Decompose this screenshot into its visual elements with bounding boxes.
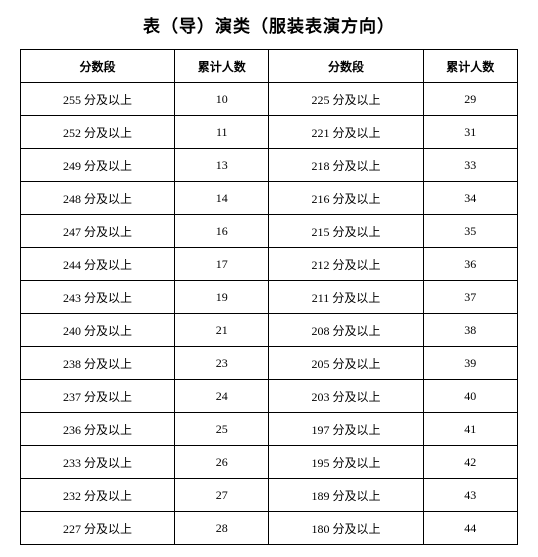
cell-score-2: 189 分及以上 <box>269 479 423 512</box>
table-row: 244 分及以上17212 分及以上36 <box>21 248 518 281</box>
cell-count-1: 19 <box>175 281 269 314</box>
table-row: 248 分及以上14216 分及以上34 <box>21 182 518 215</box>
cell-count-2: 42 <box>423 446 517 479</box>
score-table: 分数段 累计人数 分数段 累计人数 255 分及以上10225 分及以上2925… <box>20 49 518 545</box>
table-header-row: 分数段 累计人数 分数段 累计人数 <box>21 50 518 83</box>
cell-count-2: 36 <box>423 248 517 281</box>
table-row: 249 分及以上13218 分及以上33 <box>21 149 518 182</box>
cell-score-1: 237 分及以上 <box>21 380 175 413</box>
cell-score-1: 240 分及以上 <box>21 314 175 347</box>
table-row: 247 分及以上16215 分及以上35 <box>21 215 518 248</box>
table-row: 236 分及以上25197 分及以上41 <box>21 413 518 446</box>
cell-count-1: 25 <box>175 413 269 446</box>
cell-score-2: 215 分及以上 <box>269 215 423 248</box>
cell-score-2: 216 分及以上 <box>269 182 423 215</box>
cell-score-2: 195 分及以上 <box>269 446 423 479</box>
cell-count-1: 26 <box>175 446 269 479</box>
cell-count-2: 39 <box>423 347 517 380</box>
cell-count-2: 40 <box>423 380 517 413</box>
cell-score-2: 211 分及以上 <box>269 281 423 314</box>
cell-count-2: 33 <box>423 149 517 182</box>
cell-count-1: 27 <box>175 479 269 512</box>
table-row: 238 分及以上23205 分及以上39 <box>21 347 518 380</box>
cell-score-1: 238 分及以上 <box>21 347 175 380</box>
table-row: 237 分及以上24203 分及以上40 <box>21 380 518 413</box>
cell-count-1: 17 <box>175 248 269 281</box>
cell-score-1: 247 分及以上 <box>21 215 175 248</box>
cell-score-1: 244 分及以上 <box>21 248 175 281</box>
cell-count-2: 34 <box>423 182 517 215</box>
cell-count-2: 44 <box>423 512 517 545</box>
table-body: 255 分及以上10225 分及以上29252 分及以上11221 分及以上31… <box>21 83 518 545</box>
cell-count-2: 41 <box>423 413 517 446</box>
table-row: 233 分及以上26195 分及以上42 <box>21 446 518 479</box>
cell-count-2: 38 <box>423 314 517 347</box>
cell-count-1: 28 <box>175 512 269 545</box>
cell-score-2: 197 分及以上 <box>269 413 423 446</box>
table-row: 232 分及以上27189 分及以上43 <box>21 479 518 512</box>
header-count-1: 累计人数 <box>175 50 269 83</box>
cell-count-1: 21 <box>175 314 269 347</box>
cell-score-1: 236 分及以上 <box>21 413 175 446</box>
cell-count-1: 24 <box>175 380 269 413</box>
cell-count-2: 29 <box>423 83 517 116</box>
cell-score-1: 227 分及以上 <box>21 512 175 545</box>
cell-score-2: 180 分及以上 <box>269 512 423 545</box>
table-row: 243 分及以上19211 分及以上37 <box>21 281 518 314</box>
cell-count-1: 11 <box>175 116 269 149</box>
cell-score-1: 252 分及以上 <box>21 116 175 149</box>
cell-score-2: 212 分及以上 <box>269 248 423 281</box>
table-title: 表（导）演类（服装表演方向） <box>20 12 518 37</box>
table-row: 227 分及以上28180 分及以上44 <box>21 512 518 545</box>
cell-score-1: 243 分及以上 <box>21 281 175 314</box>
table-row: 255 分及以上10225 分及以上29 <box>21 83 518 116</box>
cell-score-1: 232 分及以上 <box>21 479 175 512</box>
cell-score-1: 248 分及以上 <box>21 182 175 215</box>
cell-count-1: 23 <box>175 347 269 380</box>
cell-count-1: 13 <box>175 149 269 182</box>
header-score-1: 分数段 <box>21 50 175 83</box>
cell-score-2: 203 分及以上 <box>269 380 423 413</box>
table-row: 252 分及以上11221 分及以上31 <box>21 116 518 149</box>
cell-score-1: 255 分及以上 <box>21 83 175 116</box>
cell-score-2: 221 分及以上 <box>269 116 423 149</box>
header-count-2: 累计人数 <box>423 50 517 83</box>
header-score-2: 分数段 <box>269 50 423 83</box>
cell-score-1: 233 分及以上 <box>21 446 175 479</box>
cell-count-2: 43 <box>423 479 517 512</box>
table-row: 240 分及以上21208 分及以上38 <box>21 314 518 347</box>
cell-count-1: 14 <box>175 182 269 215</box>
cell-count-1: 16 <box>175 215 269 248</box>
cell-count-2: 31 <box>423 116 517 149</box>
cell-score-2: 208 分及以上 <box>269 314 423 347</box>
cell-score-1: 249 分及以上 <box>21 149 175 182</box>
cell-count-1: 10 <box>175 83 269 116</box>
cell-score-2: 205 分及以上 <box>269 347 423 380</box>
cell-score-2: 218 分及以上 <box>269 149 423 182</box>
cell-count-2: 37 <box>423 281 517 314</box>
cell-count-2: 35 <box>423 215 517 248</box>
cell-score-2: 225 分及以上 <box>269 83 423 116</box>
